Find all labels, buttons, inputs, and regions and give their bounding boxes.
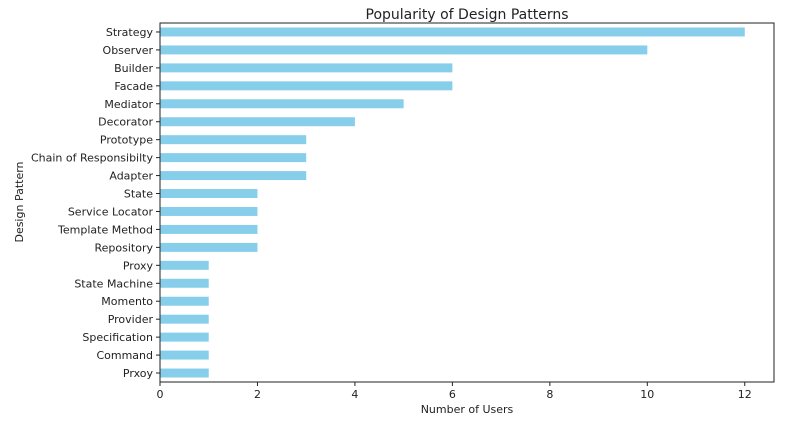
bar xyxy=(160,260,209,270)
bar xyxy=(160,278,209,288)
bar xyxy=(160,81,453,91)
x-axis-ticks: 0 2 4 6 8 10 12 xyxy=(157,382,752,401)
chart-title: Popularity of Design Patterns xyxy=(366,7,569,23)
y-tick-label: Prxoy xyxy=(123,367,154,380)
y-tick-label: Repository xyxy=(95,241,154,254)
plot-frame xyxy=(159,22,775,383)
y-tick-label: Template Method xyxy=(57,223,153,236)
y-tick-label: Builder xyxy=(114,62,153,75)
bar xyxy=(160,99,404,109)
y-axis-ticks: Strategy Observer Builder Facade Mediator Dec… xyxy=(31,26,160,380)
x-tick-label: 4 xyxy=(351,388,358,401)
y-tick-label: Proxy xyxy=(123,259,154,272)
bar xyxy=(160,189,258,199)
bar xyxy=(160,45,648,55)
x-tick-label: 12 xyxy=(738,388,752,401)
bar xyxy=(160,206,258,216)
y-tick-label: Service Locator xyxy=(68,205,154,218)
bars-group xyxy=(160,27,745,378)
bar xyxy=(160,63,453,73)
y-axis-label: Design Pattern xyxy=(13,161,26,242)
bar xyxy=(160,27,745,37)
y-tick-label: Provider xyxy=(108,313,154,326)
bar xyxy=(160,332,209,342)
x-tick-label: 6 xyxy=(449,388,456,401)
y-tick-label: Prototype xyxy=(100,134,153,147)
bar xyxy=(160,153,307,163)
y-tick-label: Adapter xyxy=(109,170,153,183)
y-tick-label: Strategy xyxy=(106,26,154,39)
x-tick-label: 8 xyxy=(546,388,553,401)
bar xyxy=(160,350,209,360)
bar xyxy=(160,314,209,324)
x-tick-label: 10 xyxy=(640,388,654,401)
bar xyxy=(160,117,355,127)
y-tick-label: State Machine xyxy=(74,277,153,290)
y-tick-label: Observer xyxy=(103,44,154,57)
x-tick-label: 0 xyxy=(157,388,164,401)
bar xyxy=(160,296,209,306)
x-axis-label: Number of Users xyxy=(421,403,514,416)
y-tick-label: State xyxy=(124,188,153,201)
bar xyxy=(160,224,258,234)
y-tick-label: Chain of Responsibilty xyxy=(31,152,154,165)
y-tick-label: Command xyxy=(96,349,153,362)
y-tick-label: Specification xyxy=(82,331,153,344)
x-tick-label: 2 xyxy=(254,388,261,401)
y-tick-label: Decorator xyxy=(98,116,153,129)
y-tick-label: Mediator xyxy=(104,98,153,111)
bar xyxy=(160,242,258,252)
bar xyxy=(160,368,209,378)
y-tick-label: Momento xyxy=(101,295,153,308)
bar xyxy=(160,171,307,181)
bar xyxy=(160,135,307,145)
y-tick-label: Facade xyxy=(114,80,153,93)
